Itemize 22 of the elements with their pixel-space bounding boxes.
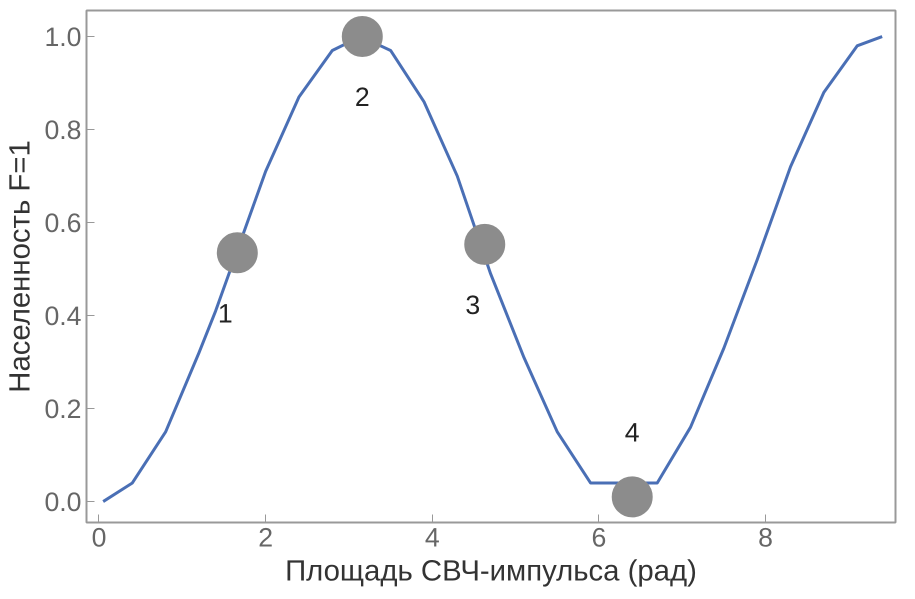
x-tick-label: 2	[258, 522, 274, 552]
y-tick-label: 1.0	[44, 22, 82, 52]
y-tick-label: 0.8	[44, 115, 82, 146]
point	[464, 224, 506, 265]
point	[612, 476, 653, 518]
x-tick-label: 8	[758, 522, 773, 552]
point	[342, 16, 383, 57]
y-tick-label: 0.6	[44, 208, 82, 238]
annotation: 2	[354, 82, 370, 112]
point	[216, 232, 258, 274]
y-tick-label: 0.0	[44, 487, 82, 518]
x-tick-label: 4	[424, 522, 440, 552]
y-tick-label: 0.4	[44, 301, 82, 332]
annotation: 1	[218, 298, 233, 328]
line-series	[102, 35, 884, 504]
x-tick-label: 6	[591, 522, 606, 552]
annotation: 3	[465, 290, 480, 320]
x-tick-label: 0	[92, 522, 106, 552]
x-axis-title: Площадь СВЧ-импульса (рад)	[285, 554, 697, 588]
annotation: 4	[624, 417, 640, 448]
y-tick-label: 0.2	[44, 394, 82, 424]
y-axis-title: Населенность F=1	[3, 140, 36, 393]
